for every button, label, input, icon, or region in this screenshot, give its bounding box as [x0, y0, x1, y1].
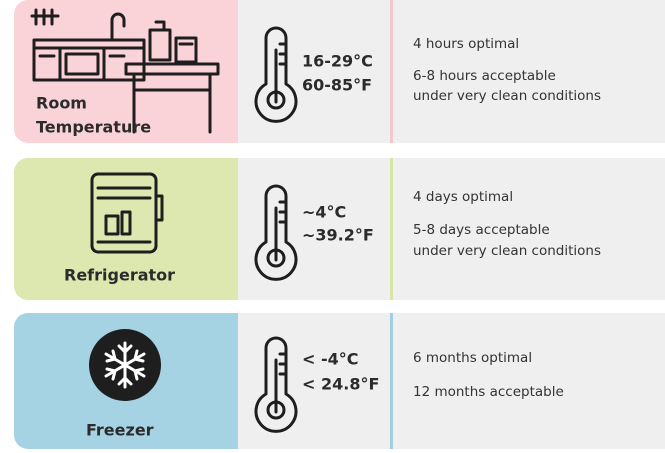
note: 6 months optimal: [413, 350, 532, 366]
temperature: 16-29°C: [302, 52, 373, 71]
divider: [390, 158, 393, 300]
note: 5-8 days acceptable: [413, 222, 550, 238]
note: 4 hours optimal: [413, 36, 519, 52]
thermometer: [254, 26, 298, 123]
label: Refrigerator: [64, 266, 175, 285]
divider: [390, 0, 393, 143]
thermometer: [254, 184, 298, 281]
note: 6-8 hours acceptable: [413, 68, 556, 84]
row-fridge: Refrigerator ~4°C ~39.2°F 4 days optimal…: [14, 158, 665, 300]
temperature: 60-85°F: [302, 76, 372, 95]
note: 12 months acceptable: [413, 384, 564, 400]
temperature: ~4°C: [302, 203, 346, 222]
snowflake-icon: [89, 329, 161, 401]
divider: [390, 313, 393, 449]
temperature: < 24.8°F: [302, 375, 379, 394]
label: Room: [36, 94, 87, 113]
panel: [238, 158, 665, 300]
row-freezer: Freezer < -4°C < 24.8°F 6 months optimal…: [14, 313, 665, 449]
panel: [238, 313, 665, 449]
temperature: ~39.2°F: [302, 226, 374, 245]
note: under very clean conditions: [413, 243, 601, 259]
kitchen-icon: [30, 8, 220, 134]
note: under very clean conditions: [413, 88, 601, 104]
thermometer: [254, 336, 298, 433]
fridge-icon: [90, 172, 164, 254]
panel: [238, 0, 665, 143]
row-room: Room Temperature 16-29°C 60-85°F 4 hours…: [14, 0, 665, 143]
panel: [14, 158, 254, 300]
temperature: < -4°C: [302, 350, 359, 369]
note: 4 days optimal: [413, 189, 513, 205]
panel: [14, 0, 254, 143]
label: Freezer: [86, 421, 154, 440]
label: Temperature: [36, 118, 151, 137]
